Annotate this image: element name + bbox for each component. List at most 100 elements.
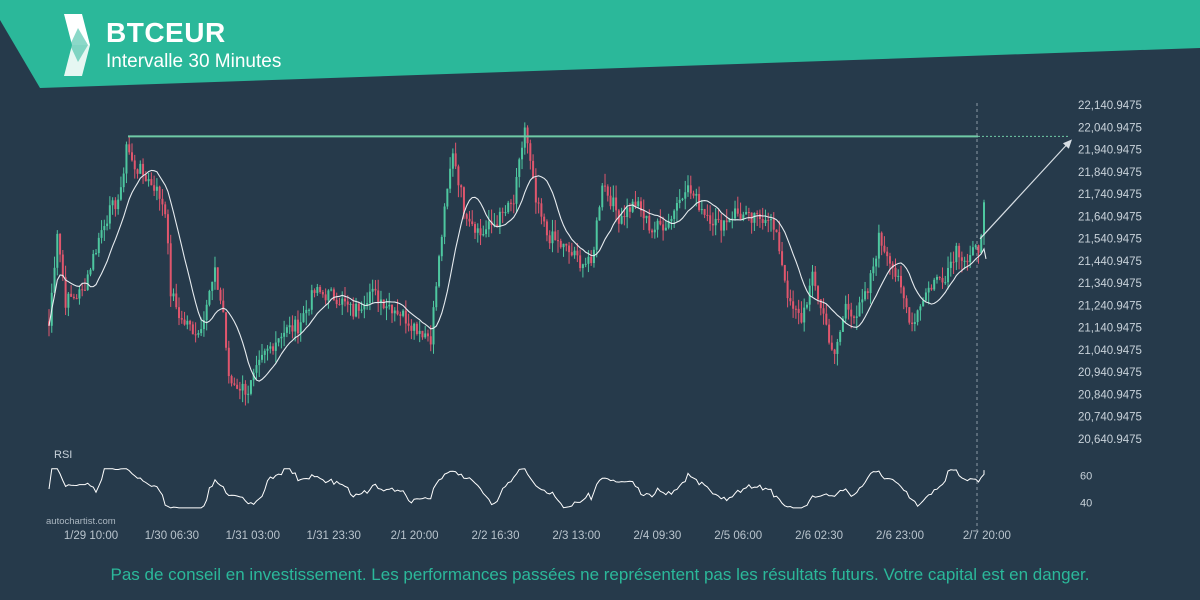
y-tick-label: 20,640.9475 bbox=[1078, 434, 1142, 446]
candle bbox=[399, 311, 402, 326]
y-tick-label: 21,440.9475 bbox=[1078, 256, 1142, 268]
candle bbox=[247, 385, 250, 404]
candle bbox=[891, 261, 894, 280]
x-tick-label: 1/31 23:30 bbox=[307, 530, 361, 542]
candle bbox=[515, 167, 518, 213]
candle bbox=[983, 199, 985, 245]
candle bbox=[172, 288, 175, 302]
candle bbox=[95, 249, 98, 256]
candle bbox=[908, 307, 911, 325]
x-tick-label: 2/5 06:00 bbox=[714, 530, 762, 542]
candle bbox=[465, 212, 468, 226]
candle bbox=[919, 304, 922, 321]
candle bbox=[346, 295, 349, 313]
candle bbox=[263, 348, 266, 364]
x-tick-label: 2/3 13:00 bbox=[552, 530, 600, 542]
candle bbox=[75, 294, 78, 300]
candle bbox=[413, 322, 416, 340]
candle bbox=[850, 302, 853, 329]
candle bbox=[604, 173, 607, 192]
candle bbox=[529, 139, 532, 170]
candle bbox=[709, 205, 712, 231]
candle bbox=[913, 313, 916, 332]
candle bbox=[534, 168, 537, 214]
candle bbox=[382, 299, 385, 310]
y-tick-label: 21,040.9475 bbox=[1078, 345, 1142, 357]
candle bbox=[664, 220, 667, 231]
candle bbox=[404, 300, 407, 334]
candle bbox=[200, 317, 203, 337]
candle bbox=[440, 234, 443, 262]
candle bbox=[410, 319, 413, 340]
candle bbox=[900, 265, 903, 294]
candle bbox=[714, 208, 717, 236]
candle bbox=[255, 355, 258, 380]
candle bbox=[662, 216, 665, 241]
candle bbox=[781, 241, 784, 267]
candle bbox=[631, 198, 634, 214]
candle bbox=[924, 288, 927, 303]
candle bbox=[316, 283, 319, 296]
candle bbox=[504, 205, 507, 217]
candle bbox=[905, 295, 908, 314]
candle bbox=[642, 199, 645, 231]
candle bbox=[501, 207, 504, 224]
candle bbox=[532, 154, 535, 180]
y-tick-label: 20,740.9475 bbox=[1078, 412, 1142, 424]
candle bbox=[332, 287, 335, 301]
candle bbox=[772, 212, 775, 241]
candle bbox=[451, 148, 454, 177]
candle bbox=[944, 275, 947, 285]
candle bbox=[675, 197, 678, 223]
candle bbox=[670, 215, 673, 230]
rsi-tick-label: 40 bbox=[1080, 498, 1092, 510]
candle bbox=[584, 257, 587, 268]
candle bbox=[175, 283, 178, 310]
forecast-arrowhead-icon bbox=[1062, 139, 1072, 149]
candle bbox=[858, 296, 861, 317]
candle bbox=[219, 287, 222, 305]
candle bbox=[92, 249, 95, 272]
candle bbox=[681, 197, 684, 202]
candle bbox=[952, 251, 955, 274]
candle bbox=[319, 284, 322, 294]
candle bbox=[186, 315, 189, 330]
candle bbox=[620, 207, 623, 225]
candle bbox=[117, 194, 120, 215]
candle bbox=[374, 280, 377, 296]
y-tick-label: 22,040.9475 bbox=[1078, 122, 1142, 134]
autochartist-logo-icon bbox=[64, 14, 90, 76]
candle bbox=[457, 164, 460, 198]
candle bbox=[958, 243, 961, 270]
candle bbox=[847, 294, 850, 320]
candle bbox=[233, 377, 236, 386]
candle bbox=[296, 310, 299, 344]
candle bbox=[191, 321, 194, 335]
risk-disclaimer: Pas de conseil en investissement. Les pe… bbox=[110, 565, 1090, 584]
candle bbox=[299, 313, 302, 342]
x-tick-label: 1/29 10:00 bbox=[64, 530, 118, 542]
candle bbox=[764, 209, 767, 227]
candle bbox=[684, 180, 687, 210]
candle bbox=[839, 330, 842, 346]
candle bbox=[391, 304, 394, 323]
candle bbox=[285, 324, 288, 338]
price-chart: 22,140.9475 22,040.9475 21,940.9475 21,840.… bbox=[46, 100, 1142, 542]
candle bbox=[883, 236, 886, 254]
candle bbox=[974, 243, 977, 250]
candle bbox=[487, 209, 490, 238]
candle bbox=[678, 189, 681, 209]
candle bbox=[565, 243, 568, 252]
candle bbox=[161, 189, 164, 216]
candle bbox=[310, 284, 313, 315]
candle bbox=[656, 218, 659, 238]
candle bbox=[178, 297, 181, 326]
rsi-line bbox=[48, 468, 985, 509]
candle bbox=[258, 350, 261, 377]
candle bbox=[449, 157, 452, 194]
candle bbox=[180, 310, 183, 324]
candle bbox=[349, 302, 352, 316]
candle bbox=[158, 185, 161, 211]
candle bbox=[213, 256, 216, 290]
x-tick-label: 2/1 20:00 bbox=[391, 530, 439, 542]
